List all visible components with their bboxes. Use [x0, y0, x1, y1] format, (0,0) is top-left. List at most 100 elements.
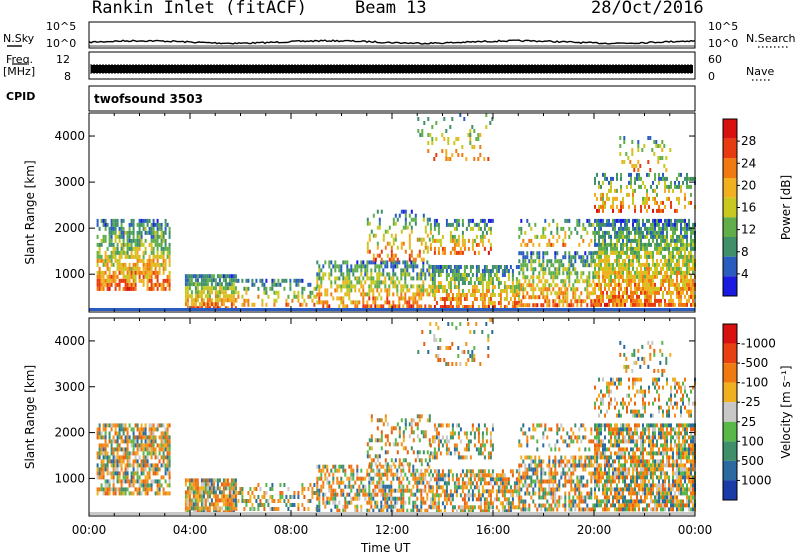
echo-cell	[107, 479, 109, 483]
echo-cell	[452, 273, 454, 277]
echo-cell	[133, 247, 135, 251]
echo-cell	[145, 247, 147, 251]
echo-cell	[566, 295, 568, 299]
echo-cell	[432, 281, 434, 285]
echo-cell	[422, 481, 424, 485]
echo-cell	[482, 243, 484, 247]
echo-cell	[145, 275, 147, 279]
echo-cell	[674, 287, 676, 291]
echo-cell	[624, 251, 626, 255]
echo-cell	[392, 276, 394, 280]
echo-cell	[586, 219, 588, 223]
echo-cell	[149, 475, 151, 479]
echo-cell	[374, 264, 376, 268]
echo-cell	[468, 493, 470, 497]
echo-cell	[598, 209, 600, 213]
echo-cell	[117, 447, 119, 451]
echo-cell	[456, 269, 458, 273]
echo-cell	[554, 255, 556, 259]
echo-cell	[648, 287, 650, 291]
echo-cell	[143, 459, 145, 463]
echo-cell	[163, 235, 165, 239]
echo-cell	[654, 303, 656, 307]
echo-cell	[219, 282, 221, 286]
echo-cell	[141, 223, 143, 227]
echo-cell	[524, 259, 526, 263]
echo-cell	[411, 422, 413, 426]
echo-cell	[334, 280, 336, 284]
echo-cell	[348, 284, 350, 288]
echo-cell	[377, 254, 379, 258]
echo-cell	[678, 247, 680, 251]
echo-cell	[257, 507, 259, 511]
echo-cell	[147, 459, 149, 463]
echo-cell	[440, 285, 442, 289]
echo-cell	[676, 259, 678, 263]
echo-cell	[592, 223, 594, 227]
echo-cell	[634, 231, 636, 235]
echo-cell	[195, 494, 197, 498]
echo-cell	[221, 286, 223, 290]
echo-cell	[550, 283, 552, 287]
echo-cell	[522, 259, 524, 263]
echo-cell	[470, 493, 472, 497]
echo-cell	[616, 231, 618, 235]
echo-cell	[548, 271, 550, 275]
echo-cell	[285, 503, 287, 507]
echo-cell	[492, 293, 494, 297]
echo-cell	[381, 210, 383, 214]
echo-cell	[163, 455, 165, 459]
echo-cell	[467, 133, 469, 137]
echo-cell	[376, 272, 378, 276]
echo-cell	[285, 279, 287, 283]
echo-cell	[670, 267, 672, 271]
echo-cell	[199, 494, 201, 498]
echo-cell	[141, 483, 143, 487]
echo-cell	[684, 287, 686, 291]
echo-cell	[460, 301, 462, 305]
echo-cell	[536, 275, 538, 279]
echo-cell	[281, 495, 283, 499]
echo-cell	[378, 292, 380, 296]
echo-cell	[167, 255, 169, 259]
echo-cell	[354, 481, 356, 485]
echo-cell	[692, 267, 694, 271]
echo-cell	[482, 493, 484, 497]
echo-cell	[572, 255, 574, 259]
echo-cell	[161, 447, 163, 451]
echo-cell	[211, 290, 213, 294]
echo-cell	[665, 156, 667, 160]
echo-cell	[207, 302, 209, 306]
echo-cell	[257, 503, 259, 507]
echo-cell	[682, 303, 684, 307]
echo-cell	[227, 294, 229, 298]
echo-cell	[460, 273, 462, 277]
echo-cell	[590, 303, 592, 307]
echo-cell	[646, 275, 648, 279]
echo-cell	[564, 291, 566, 295]
echo-cell	[346, 505, 348, 509]
echo-cell	[137, 271, 139, 275]
echo-cell	[354, 288, 356, 292]
echo-cell	[338, 268, 340, 272]
echo-cell	[516, 281, 518, 285]
echo-cell	[368, 477, 370, 481]
echo-cell	[444, 473, 446, 477]
echo-cell	[626, 283, 628, 287]
echo-cell	[680, 247, 682, 251]
echo-cell	[634, 227, 636, 231]
echo-cell	[342, 481, 344, 485]
echo-cell	[371, 462, 373, 466]
echo-cell	[662, 223, 664, 227]
echo-cell	[189, 486, 191, 490]
echo-cell	[129, 267, 131, 271]
echo-cell	[383, 234, 385, 238]
echo-cell	[137, 463, 139, 467]
echo-cell	[574, 295, 576, 299]
echo-cell	[125, 439, 127, 443]
echo-cell	[646, 299, 648, 303]
echo-cell	[201, 486, 203, 490]
echo-cell	[664, 223, 666, 227]
echo-cell	[195, 278, 197, 282]
echo-cell	[433, 157, 435, 161]
